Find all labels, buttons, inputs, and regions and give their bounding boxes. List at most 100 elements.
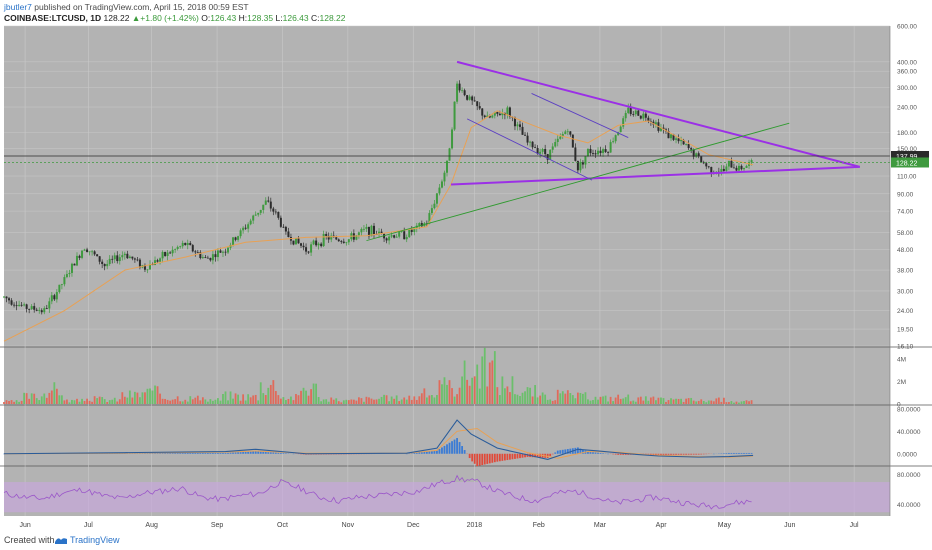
volume-bar [712,401,715,404]
volume-bar [297,395,300,404]
macd-histogram-bar [186,452,189,454]
macd-histogram-bar [546,453,549,458]
volume-bar [312,383,315,404]
candle-body [534,147,537,149]
candle-body [75,255,78,266]
candle-body [680,139,683,142]
volume-bar [35,398,38,404]
volume-bar [176,396,179,404]
moving-average-line [3,110,754,342]
volume-bar [604,395,607,404]
close-value: 128.22 [319,13,346,23]
volume-bar [433,397,436,404]
author-link[interactable]: jbutler7 [4,2,32,12]
tradingview-brand[interactable]: TradingView [70,535,120,545]
macd-histogram-bar [423,451,426,454]
low-value: 126.43 [282,13,309,23]
volume-bar [579,392,582,404]
channel-upper-line [531,92,629,138]
candle-body [340,241,343,242]
candle-body [501,112,504,116]
candle-body [670,134,673,139]
volume-bar [184,399,187,404]
volume-bar [194,397,197,404]
candle-body [108,258,111,264]
candle-body [330,235,333,240]
volume-bar [81,398,83,404]
candle-body [373,225,376,235]
volume-bar [629,401,632,404]
macd-histogram-bar [415,452,418,454]
axes: Jun Jul Aug Sep Oct Nov Dec 2018 Feb Mar Apr May Jun… [19,24,929,529]
tradingview-logo-icon[interactable] [54,534,68,546]
y-tick-label: 30.00 [897,288,914,295]
candle-body [18,304,21,306]
candle-body [254,214,257,216]
macd-histogram-bar [687,453,690,455]
volume-bar [269,384,272,404]
macd-histogram-bar [519,453,521,459]
macd-histogram-bar [501,453,504,461]
volume-bar [526,387,529,404]
volume-bar [48,392,51,404]
macd-histogram-bar [524,453,526,458]
macd-histogram-bar [425,451,428,454]
volume-bar [91,401,93,404]
macd-histogram-bar [690,453,693,455]
macd-histogram-bar [169,452,172,454]
candle-body [451,129,454,149]
volume-bar [279,398,282,404]
y-tick-label: 48.00 [897,247,914,254]
volume-bar [43,393,46,404]
macd-histogram-bar [677,453,680,455]
volume-bar [493,351,496,404]
volume-bar [28,398,31,404]
candle-body [586,148,589,157]
candle-body [307,251,310,253]
macd-histogram-bar [587,451,589,454]
candle-body [607,151,610,153]
candle-body [136,259,139,261]
candle-body [629,107,632,115]
volume-panel[interactable] [3,347,753,404]
rsi-panel[interactable] [3,474,890,513]
volume-bar [405,399,408,404]
candle-body [466,95,469,100]
candle-body [491,115,494,118]
volume-bar [106,402,109,404]
candle-body [564,131,567,135]
volume-bar [745,400,748,404]
chart-canvas[interactable]: Jun Jul Aug Sep Oct Nov Dec 2018 Feb Mar Apr May Jun… [0,24,932,532]
macd-histogram-bar [244,451,247,454]
candle-body [25,304,28,309]
x-tick-label: Dec [407,522,420,529]
volume-bar [317,397,320,404]
macd-panel[interactable] [3,419,754,467]
price-panel[interactable] [3,60,890,342]
candle-body [695,153,698,157]
volume-bar [715,398,718,404]
x-tick-label: 2018 [467,522,483,529]
volume-bar [315,383,318,404]
candle-body [320,243,323,247]
candle-body [597,150,600,155]
volume-bar [222,394,224,404]
candle-body [15,305,18,307]
candle-body [13,304,16,306]
volume-bar [665,401,667,404]
macd-histogram-bar [227,452,229,454]
volume-bar [68,402,71,404]
candle-body [468,96,471,100]
volume-bar [131,397,134,404]
volume-bar [705,402,708,404]
macd-histogram-bar [433,450,436,454]
candle-body [488,115,491,118]
macd-histogram-bar [189,452,192,454]
volume-bar [164,398,166,404]
volume-bar [536,397,539,404]
candle-body [544,148,547,155]
volume-bar [418,396,421,404]
y-tick-label: 150.00 [897,146,917,153]
volume-bar [139,397,141,404]
candle-body [174,249,177,250]
